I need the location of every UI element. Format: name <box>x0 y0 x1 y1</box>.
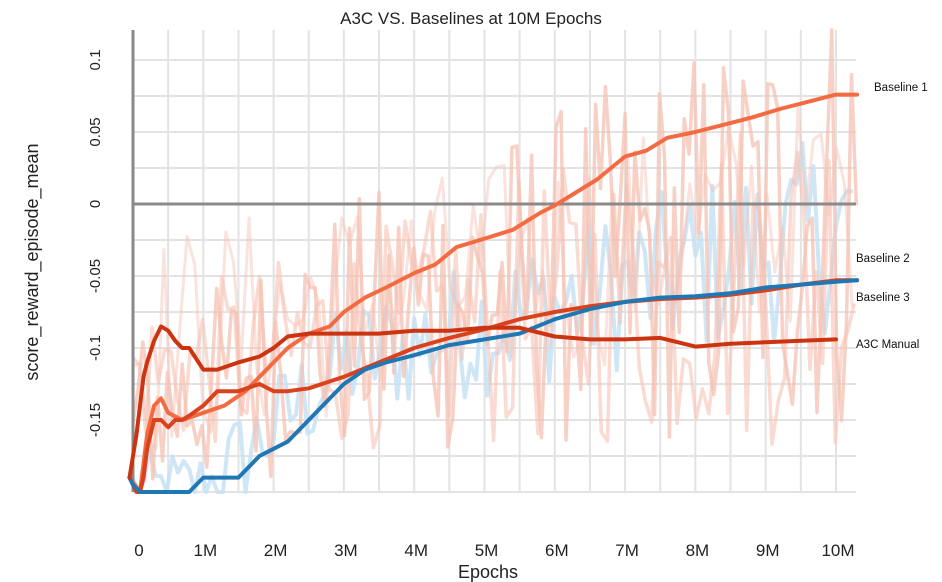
tick-labels: 0 1M 2M 3M 4M 5M 6M 7M 8M 9M 10M -0.15 -0.1 -0.05 0 0.0… <box>87 50 855 560</box>
x-tick-label: 4M <box>404 541 428 560</box>
series-label: A3C Manual <box>856 339 919 351</box>
raw-trace <box>131 140 854 494</box>
x-axis-label: Epochs <box>458 562 518 582</box>
x-tick-label: 7M <box>615 541 639 560</box>
x-tick-label: 1M <box>193 541 217 560</box>
y-tick-label: -0.1 <box>87 335 104 361</box>
raw-traces <box>131 28 859 494</box>
series-label: Baseline 3 <box>856 292 910 304</box>
x-tick-label: 8M <box>686 541 710 560</box>
series-label: Baseline 2 <box>856 253 910 265</box>
y-axis-label: score_reward_episode_mean <box>22 143 43 380</box>
x-tick-label: 10M <box>821 541 854 560</box>
x-tick-label: 0 <box>134 541 143 560</box>
y-tick-label: -0.15 <box>87 403 104 437</box>
x-tick-label: 9M <box>756 541 780 560</box>
x-tick-label: 6M <box>545 541 569 560</box>
chart-title: A3C VS. Baselines at 10M Epochs <box>340 9 602 28</box>
x-tick-label: 3M <box>334 541 358 560</box>
raw-trace <box>131 132 857 450</box>
series-line <box>127 324 838 480</box>
raw-trace <box>131 28 859 481</box>
y-tick-label: 0.1 <box>87 50 104 71</box>
x-tick-label: 5M <box>475 541 499 560</box>
series-line <box>127 278 860 494</box>
y-tick-label: 0.05 <box>87 117 104 146</box>
raw-trace <box>132 104 854 450</box>
y-tick-label: 0 <box>87 200 104 208</box>
series-labels: Baseline 1 Baseline 2 Baseline 3 A3C Manual <box>856 82 928 351</box>
y-tick-label: -0.05 <box>87 259 104 293</box>
axes <box>131 30 856 492</box>
series-lines <box>127 92 860 494</box>
x-tick-label: 2M <box>264 541 288 560</box>
series-label: Baseline 1 <box>874 82 928 94</box>
